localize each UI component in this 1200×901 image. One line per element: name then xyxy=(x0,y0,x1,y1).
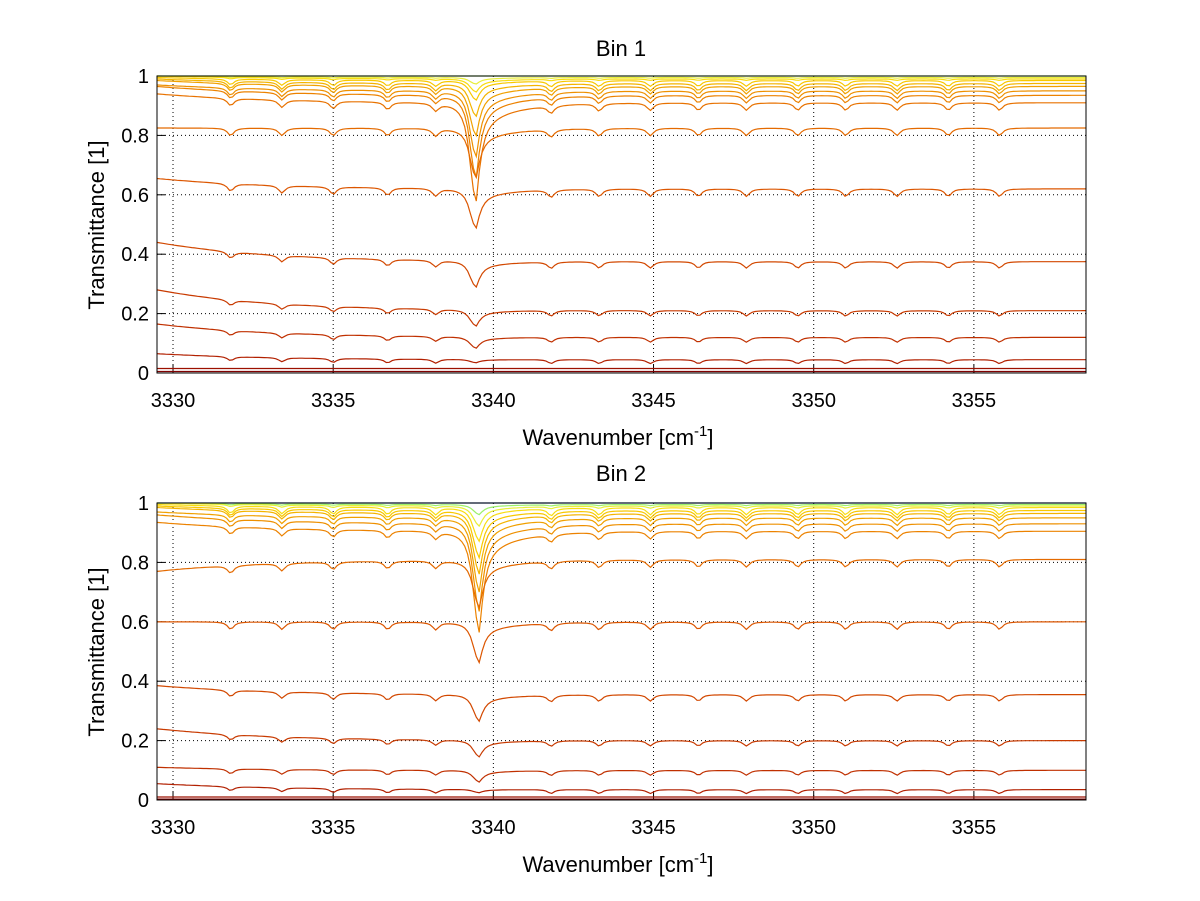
x-tick-label: 3345 xyxy=(631,817,676,839)
y-tick-label: 0.4 xyxy=(121,671,149,693)
x-tick-labels: 3330 3335 3340 3345 3350 3355 xyxy=(151,390,996,412)
x-tick-label: 3350 xyxy=(791,817,836,839)
series-line xyxy=(156,511,1086,593)
y-axis-label: Transmittance [1] xyxy=(84,140,109,309)
x-tick-label: 3330 xyxy=(151,390,196,412)
y-tick-label: 1 xyxy=(138,66,149,88)
series-group xyxy=(156,502,1086,800)
series-line xyxy=(156,241,1087,289)
series-line xyxy=(156,84,1086,159)
y-tick-labels: 0 0.2 0.4 0.6 0.8 1 xyxy=(121,66,149,385)
series-line xyxy=(156,621,1086,665)
y-tick-label: 0.8 xyxy=(121,125,149,147)
x-tick-label: 3350 xyxy=(791,390,836,412)
series-line xyxy=(156,289,1086,327)
x-tick-label: 3340 xyxy=(471,817,516,839)
plot-area-frame xyxy=(156,502,1087,801)
series-line xyxy=(156,75,1086,93)
x-tick-label: 3335 xyxy=(311,390,356,412)
panel-bin-2: Bin 2 0 0.2 0.4 0.6 0.8 1 3330 3335 3340 3345 335… xyxy=(84,461,1087,877)
series-line xyxy=(156,506,1086,575)
x-axis-label: Wavenumber [cm-1] xyxy=(522,850,713,877)
x-tick-label: 3355 xyxy=(952,817,997,839)
x-tick-label: 3340 xyxy=(471,390,516,412)
plot-title: Bin 2 xyxy=(596,461,646,486)
series-line xyxy=(157,127,1086,180)
series-line xyxy=(156,78,1086,118)
x-tick-labels: 3330 3335 3340 3345 3350 3355 xyxy=(151,817,996,839)
x-tick-label: 3355 xyxy=(952,390,997,412)
y-tick-label: 0 xyxy=(138,363,149,385)
y-tick-label: 0.4 xyxy=(121,244,149,266)
x-axis-label: Wavenumber [cm-1] xyxy=(522,423,713,450)
y-tick-labels: 0 0.2 0.4 0.6 0.8 1 xyxy=(121,493,149,812)
panel-bin-1: Bin 1 0 0.2 0.4 0.6 0.8 1 3330 3335 3340 3345 335… xyxy=(84,36,1087,450)
series-line xyxy=(156,503,1086,543)
series-line xyxy=(156,505,1086,560)
y-tick-label: 0.2 xyxy=(121,731,149,753)
series-line xyxy=(156,79,1086,138)
series-line xyxy=(156,353,1086,365)
x-tick-label: 3345 xyxy=(631,390,676,412)
y-tick-label: 0 xyxy=(138,790,149,812)
grid-lines xyxy=(157,75,1086,374)
series-line xyxy=(156,85,1086,178)
series-line xyxy=(156,521,1086,633)
series-line xyxy=(157,766,1086,783)
y-tick-label: 0.2 xyxy=(121,304,149,326)
series-line xyxy=(156,177,1086,230)
y-axis-label: Transmittance [1] xyxy=(84,567,109,736)
series-line xyxy=(156,514,1086,612)
plot-area-frame xyxy=(156,75,1087,374)
series-line xyxy=(156,685,1086,723)
y-tick-label: 0.6 xyxy=(121,185,149,207)
series-line xyxy=(157,75,1086,85)
y-tick-label: 0.8 xyxy=(121,552,149,574)
series-group xyxy=(156,75,1087,373)
series-line xyxy=(156,728,1086,758)
y-tick-label: 0.6 xyxy=(121,612,149,634)
series-line xyxy=(156,558,1086,610)
x-tick-label: 3335 xyxy=(311,817,356,839)
x-tick-label: 3330 xyxy=(151,817,196,839)
series-line xyxy=(157,502,1086,516)
plot-title: Bin 1 xyxy=(596,36,646,61)
y-tick-label: 1 xyxy=(138,493,149,515)
series-line xyxy=(156,323,1086,349)
grid-lines xyxy=(157,502,1086,801)
series-line xyxy=(156,93,1086,202)
series-line xyxy=(156,502,1086,528)
series-line xyxy=(156,783,1086,795)
series-line xyxy=(156,76,1086,102)
